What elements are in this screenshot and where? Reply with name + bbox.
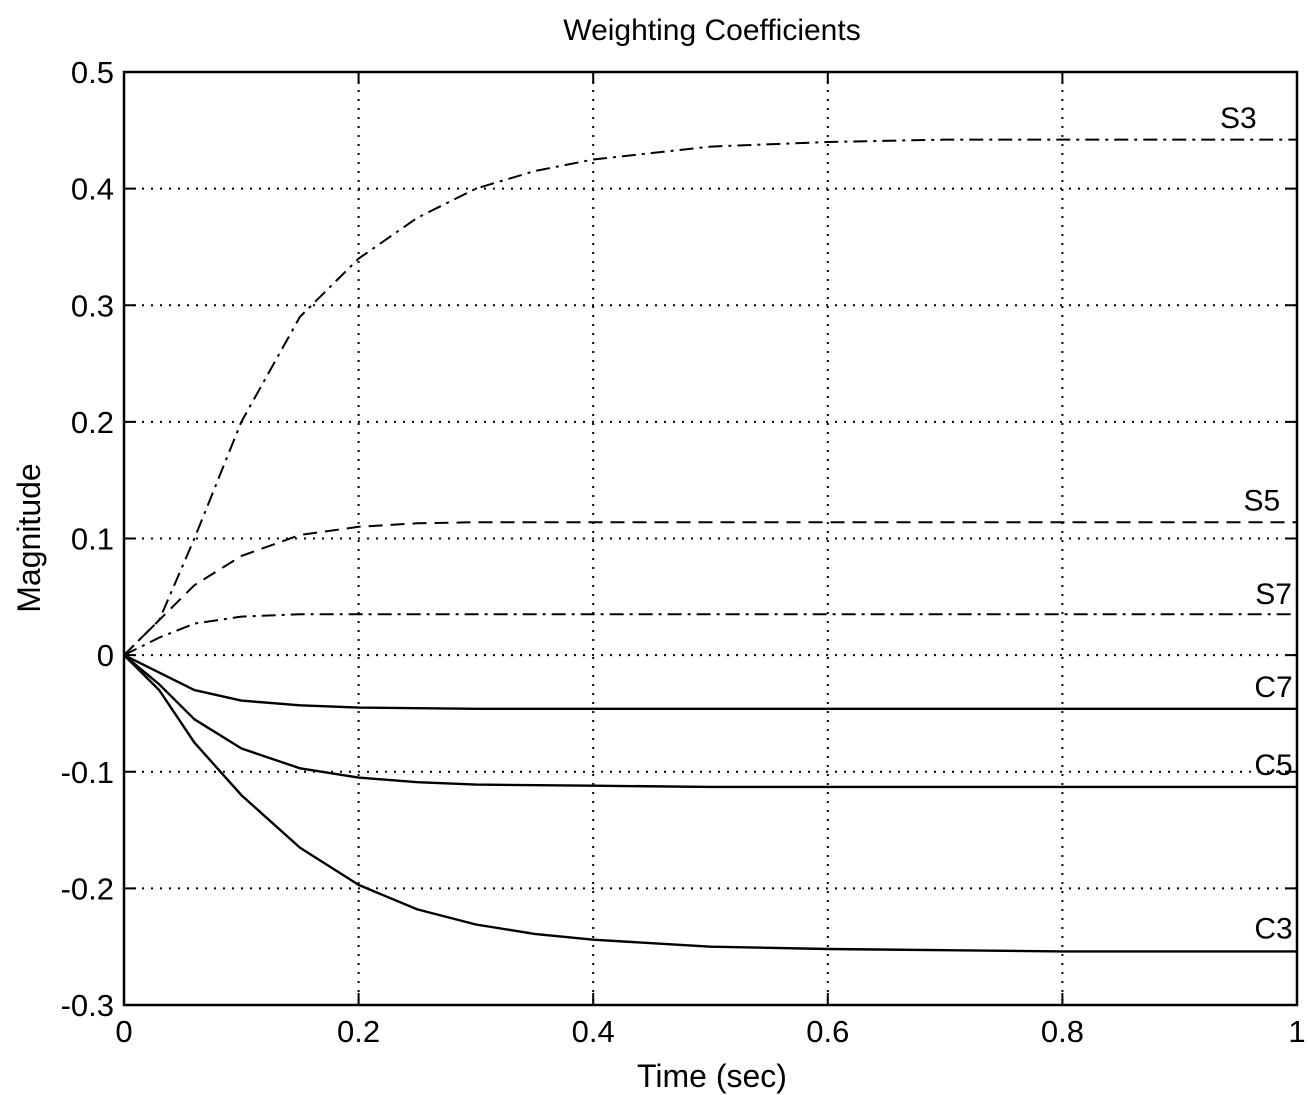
y-tick-label: -0.3 (61, 988, 114, 1023)
y-tick-label: 0.4 (71, 172, 114, 207)
series-labels: S3 S5 S7 C7 C5 C3 (1220, 102, 1293, 946)
x-tick-label: 0 (115, 1014, 132, 1049)
series-line-c7 (123, 654, 1297, 710)
x-tick-label: 0.4 (572, 1014, 615, 1049)
x-tick-label: 0.6 (806, 1014, 849, 1049)
x-tick-label: 0.8 (1041, 1014, 1084, 1049)
series-line-s7 (123, 613, 1297, 656)
series-line-c5 (123, 654, 1297, 789)
series-label-c5: C5 (1254, 749, 1292, 782)
x-tick-label: 0.2 (337, 1014, 380, 1049)
chart-title: Weighting Coefficients (563, 14, 860, 47)
series-line-c3 (123, 654, 1297, 953)
series-label-s3: S3 (1220, 102, 1257, 135)
series-label-c7: C7 (1254, 671, 1292, 704)
x-tick-label: 1 (1288, 1014, 1305, 1049)
y-axis-ticks: -0.3 -0.2 -0.1 0 0.1 0.2 0.3 0.4 0.5 (61, 55, 1297, 1023)
x-axis-label: Time (sec) (637, 1058, 787, 1094)
y-tick-label: -0.2 (61, 871, 114, 906)
series-group (123, 138, 1297, 953)
series-label-s5: S5 (1243, 485, 1280, 518)
series-line-s3 (123, 138, 1297, 656)
y-tick-label: 0.1 (71, 522, 114, 557)
grid (124, 72, 1297, 1005)
x-axis-ticks: 0 0.2 0.4 0.6 0.8 1 (115, 72, 1306, 1049)
series-label-s7: S7 (1255, 578, 1292, 611)
y-tick-label: 0 (97, 638, 114, 673)
y-axis-label: Magnitude (11, 463, 47, 612)
series-line-s5 (123, 521, 1297, 656)
y-tick-label: 0.5 (71, 55, 114, 90)
y-tick-label: 0.3 (71, 288, 114, 323)
series-label-c3: C3 (1254, 913, 1292, 946)
y-tick-label: 0.2 (71, 405, 114, 440)
y-tick-label: -0.1 (61, 755, 114, 790)
